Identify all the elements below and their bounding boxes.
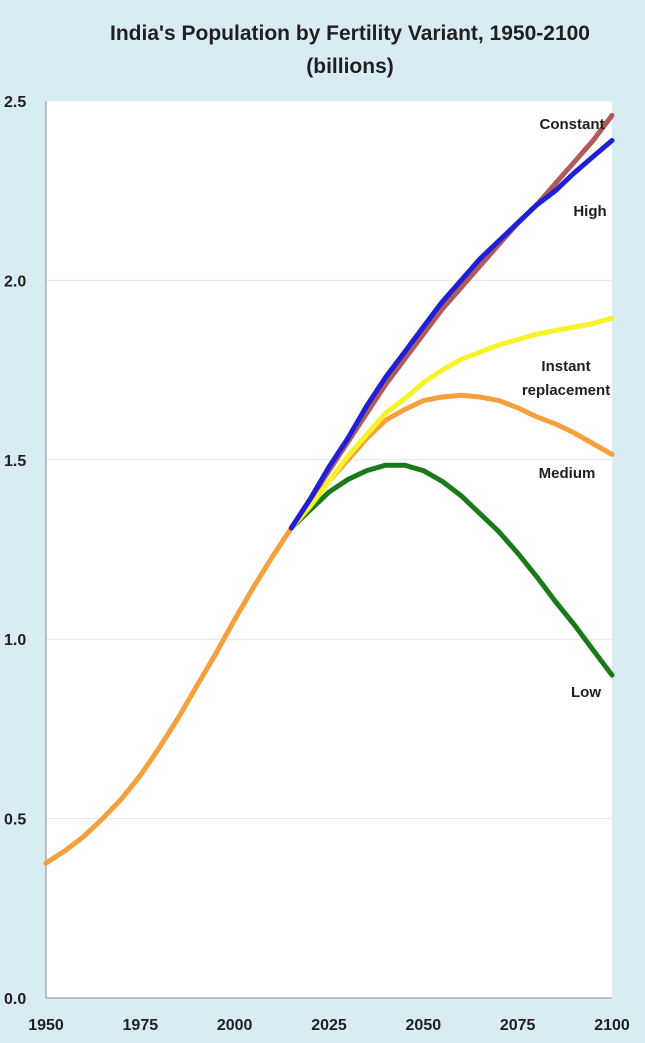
- series-labels: Constant High Instant replacement Medium Low: [522, 116, 610, 701]
- x-tick-label: 1975: [123, 1017, 159, 1034]
- y-tick-label: 1.5: [4, 453, 26, 470]
- x-tick-label: 2050: [406, 1017, 442, 1034]
- series-label-constant: Constant: [540, 116, 605, 133]
- x-tick-label: 2100: [594, 1017, 630, 1034]
- series-line-low: [288, 462, 615, 678]
- series-label-medium: Medium: [539, 465, 596, 482]
- chart-title: India's Population by Fertility Variant,…: [110, 22, 590, 45]
- y-tick-label: 2.0: [4, 273, 26, 290]
- series-label-high: High: [573, 203, 606, 220]
- x-tick-label: 2075: [500, 1017, 536, 1034]
- x-tick-label: 2025: [311, 1017, 347, 1034]
- x-tick-label: 1950: [28, 1017, 64, 1034]
- y-tick-label: 0.0: [4, 991, 26, 1008]
- series-line-instant-replacement: [288, 315, 615, 531]
- y-tick-label: 2.5: [4, 94, 26, 111]
- series-line-historical: [43, 525, 294, 866]
- tick-labels: 0.0 0.5 1.0 1.5 2.0 2.5 1950 1975 2000 2025 2050 20…: [4, 94, 630, 1034]
- series-lines: [43, 112, 615, 866]
- plot-area: [46, 101, 612, 998]
- axes: [45, 101, 612, 999]
- x-tick-label: 2000: [217, 1017, 253, 1034]
- gridlines: [46, 100, 612, 820]
- y-tick-label: 0.5: [4, 812, 26, 829]
- chart-subtitle: (billions): [306, 55, 394, 78]
- series-label-low: Low: [571, 684, 601, 701]
- series-line-high: [288, 138, 615, 531]
- series-label-instant-replacement-line-2: replacement: [522, 382, 610, 399]
- series-label-instant-replacement-line-1: Instant: [541, 358, 590, 375]
- y-tick-label: 1.0: [4, 632, 26, 649]
